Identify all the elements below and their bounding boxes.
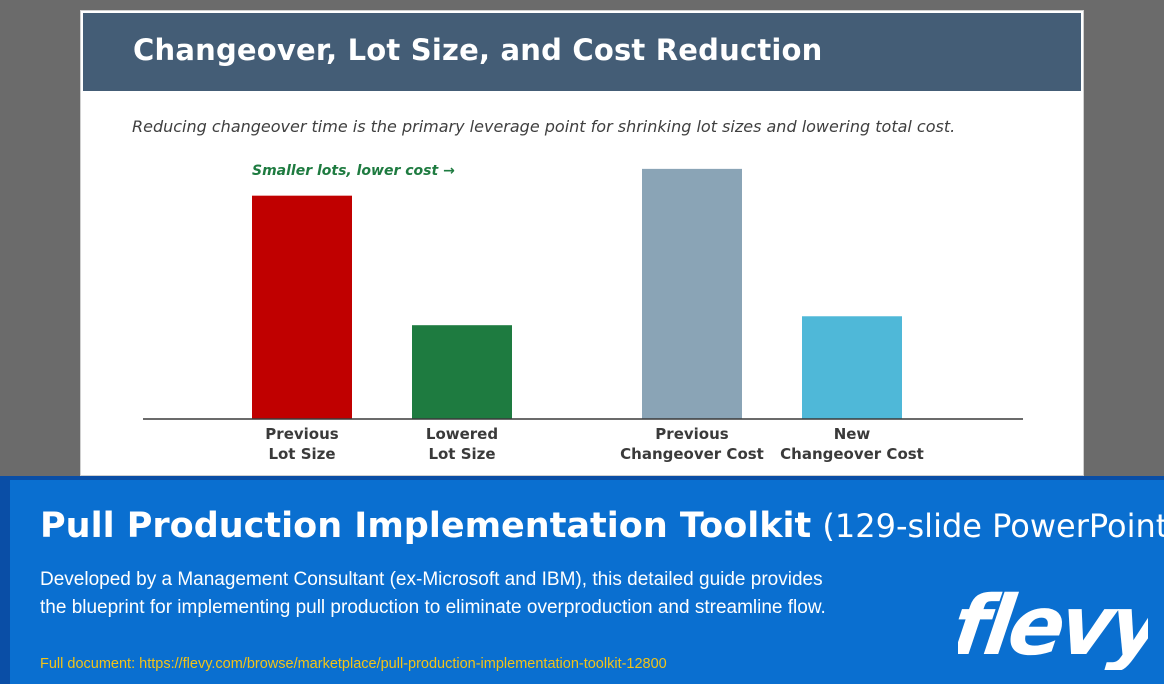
category-label-2-line-2: Lot Size	[428, 445, 495, 463]
chart-annotation: Smaller lots, lower cost →	[252, 163, 455, 179]
promo-banner: Pull Production Implementation Toolkit (…	[0, 476, 1164, 684]
bars-group	[252, 168, 902, 419]
bar-4	[802, 316, 902, 419]
slide-title: Changeover, Lot Size, and Cost Reduction	[133, 33, 823, 67]
category-label-4-line-2: Changeover Cost	[780, 445, 924, 463]
banner-title: Pull Production Implementation Toolkit (…	[40, 506, 1164, 546]
slide-preview: Changeover, Lot Size, and Cost Reduction…	[80, 10, 1084, 476]
banner-title-light: (129-slide PowerPoint)	[822, 507, 1164, 545]
category-label-4-line-1: New	[834, 425, 871, 443]
category-label-1-line-1: Previous	[265, 425, 338, 443]
full-document-link[interactable]: Full document: https://flevy.com/browse/…	[40, 656, 667, 672]
bar-1	[252, 195, 352, 419]
category-label-3-line-1: Previous	[655, 425, 728, 443]
slide-subtitle: Reducing changeover time is the primary …	[132, 117, 956, 136]
banner-edge	[0, 480, 10, 684]
bar-2	[412, 325, 512, 419]
bar-chart: Smaller lots, lower cost → Previous Lot S…	[143, 163, 1023, 463]
flevy-logo[interactable]: flevy	[958, 580, 1148, 670]
banner-description: Developed by a Management Consultant (ex…	[40, 569, 826, 618]
category-label-3-line-2: Changeover Cost	[620, 445, 764, 463]
category-labels-group: Previous Lot Size Lowered Lot Size Previous C…	[265, 425, 924, 463]
flevy-logo-text: flevy	[958, 580, 1148, 670]
category-label-2-line-1: Lowered	[426, 425, 498, 443]
banner-title-bold: Pull Production Implementation Toolkit	[40, 506, 812, 546]
bar-3	[642, 168, 742, 419]
slide-header: Changeover, Lot Size, and Cost Reduction	[83, 13, 1081, 91]
category-label-1-line-2: Lot Size	[268, 445, 335, 463]
